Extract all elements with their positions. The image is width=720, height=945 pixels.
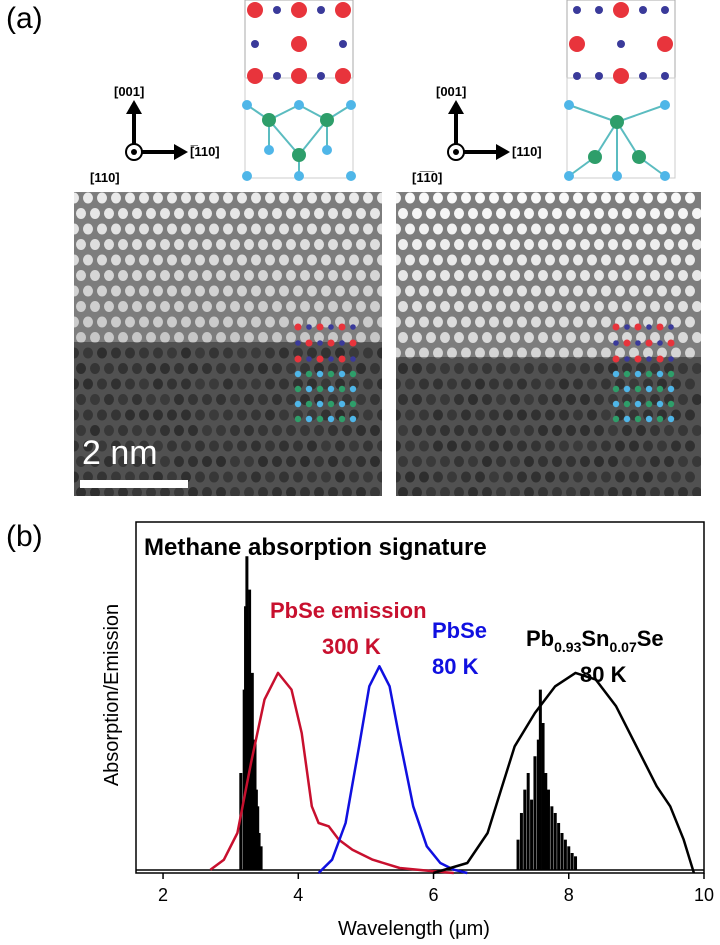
axis-right-label: [110]: [512, 144, 542, 159]
axis-right-label: [̅110]: [190, 144, 220, 159]
x-tick-label: 4: [293, 885, 303, 905]
x-tick-label: 10: [694, 885, 714, 905]
annotation-pbse-80k-line2: 80 K: [432, 654, 479, 679]
crystal-model-left: [233, 0, 363, 186]
axis-out-label: [110]: [90, 170, 120, 185]
orientation-axes-left: [001] [̅110] [110]: [90, 76, 240, 186]
crystal-model-right: [555, 0, 685, 186]
plot-frame: [136, 522, 704, 873]
annotation-pbse-80k-line1: PbSe: [432, 618, 487, 643]
annotation-pbse-emission-line1: PbSe emission: [270, 598, 427, 623]
y-axis-label: Absorption/Emission: [101, 604, 123, 786]
scale-bar: [80, 480, 188, 488]
stem-image-right: [396, 192, 701, 496]
x-axis-label: Wavelength (μm): [338, 918, 490, 940]
orientation-axes-right: [001] [110] [1̅1̅0]: [412, 76, 562, 186]
x-tick-label: 2: [158, 885, 168, 905]
axis-up-label: [001]: [114, 84, 144, 99]
annotation-pbsnse-line1: Pb0.93Sn0.07Se: [526, 626, 664, 655]
annotation-pbse-emission-line2: 300 K: [322, 634, 381, 659]
axis-up-label: [001]: [436, 84, 466, 99]
axis-out-label: [1̅1̅0]: [412, 170, 442, 185]
x-tick-label: 8: [564, 885, 574, 905]
panel-a-label: (a): [6, 2, 43, 36]
annotation-pbsnse-line2: 80 K: [580, 662, 627, 687]
scale-bar-label: 2 nm: [82, 434, 158, 473]
spectrum-chart: 2 4 6 8 10 Methane absorption signature Wave…: [0, 515, 720, 945]
chart-title: Methane absorption signature: [144, 534, 487, 561]
x-tick-label: 6: [429, 885, 439, 905]
